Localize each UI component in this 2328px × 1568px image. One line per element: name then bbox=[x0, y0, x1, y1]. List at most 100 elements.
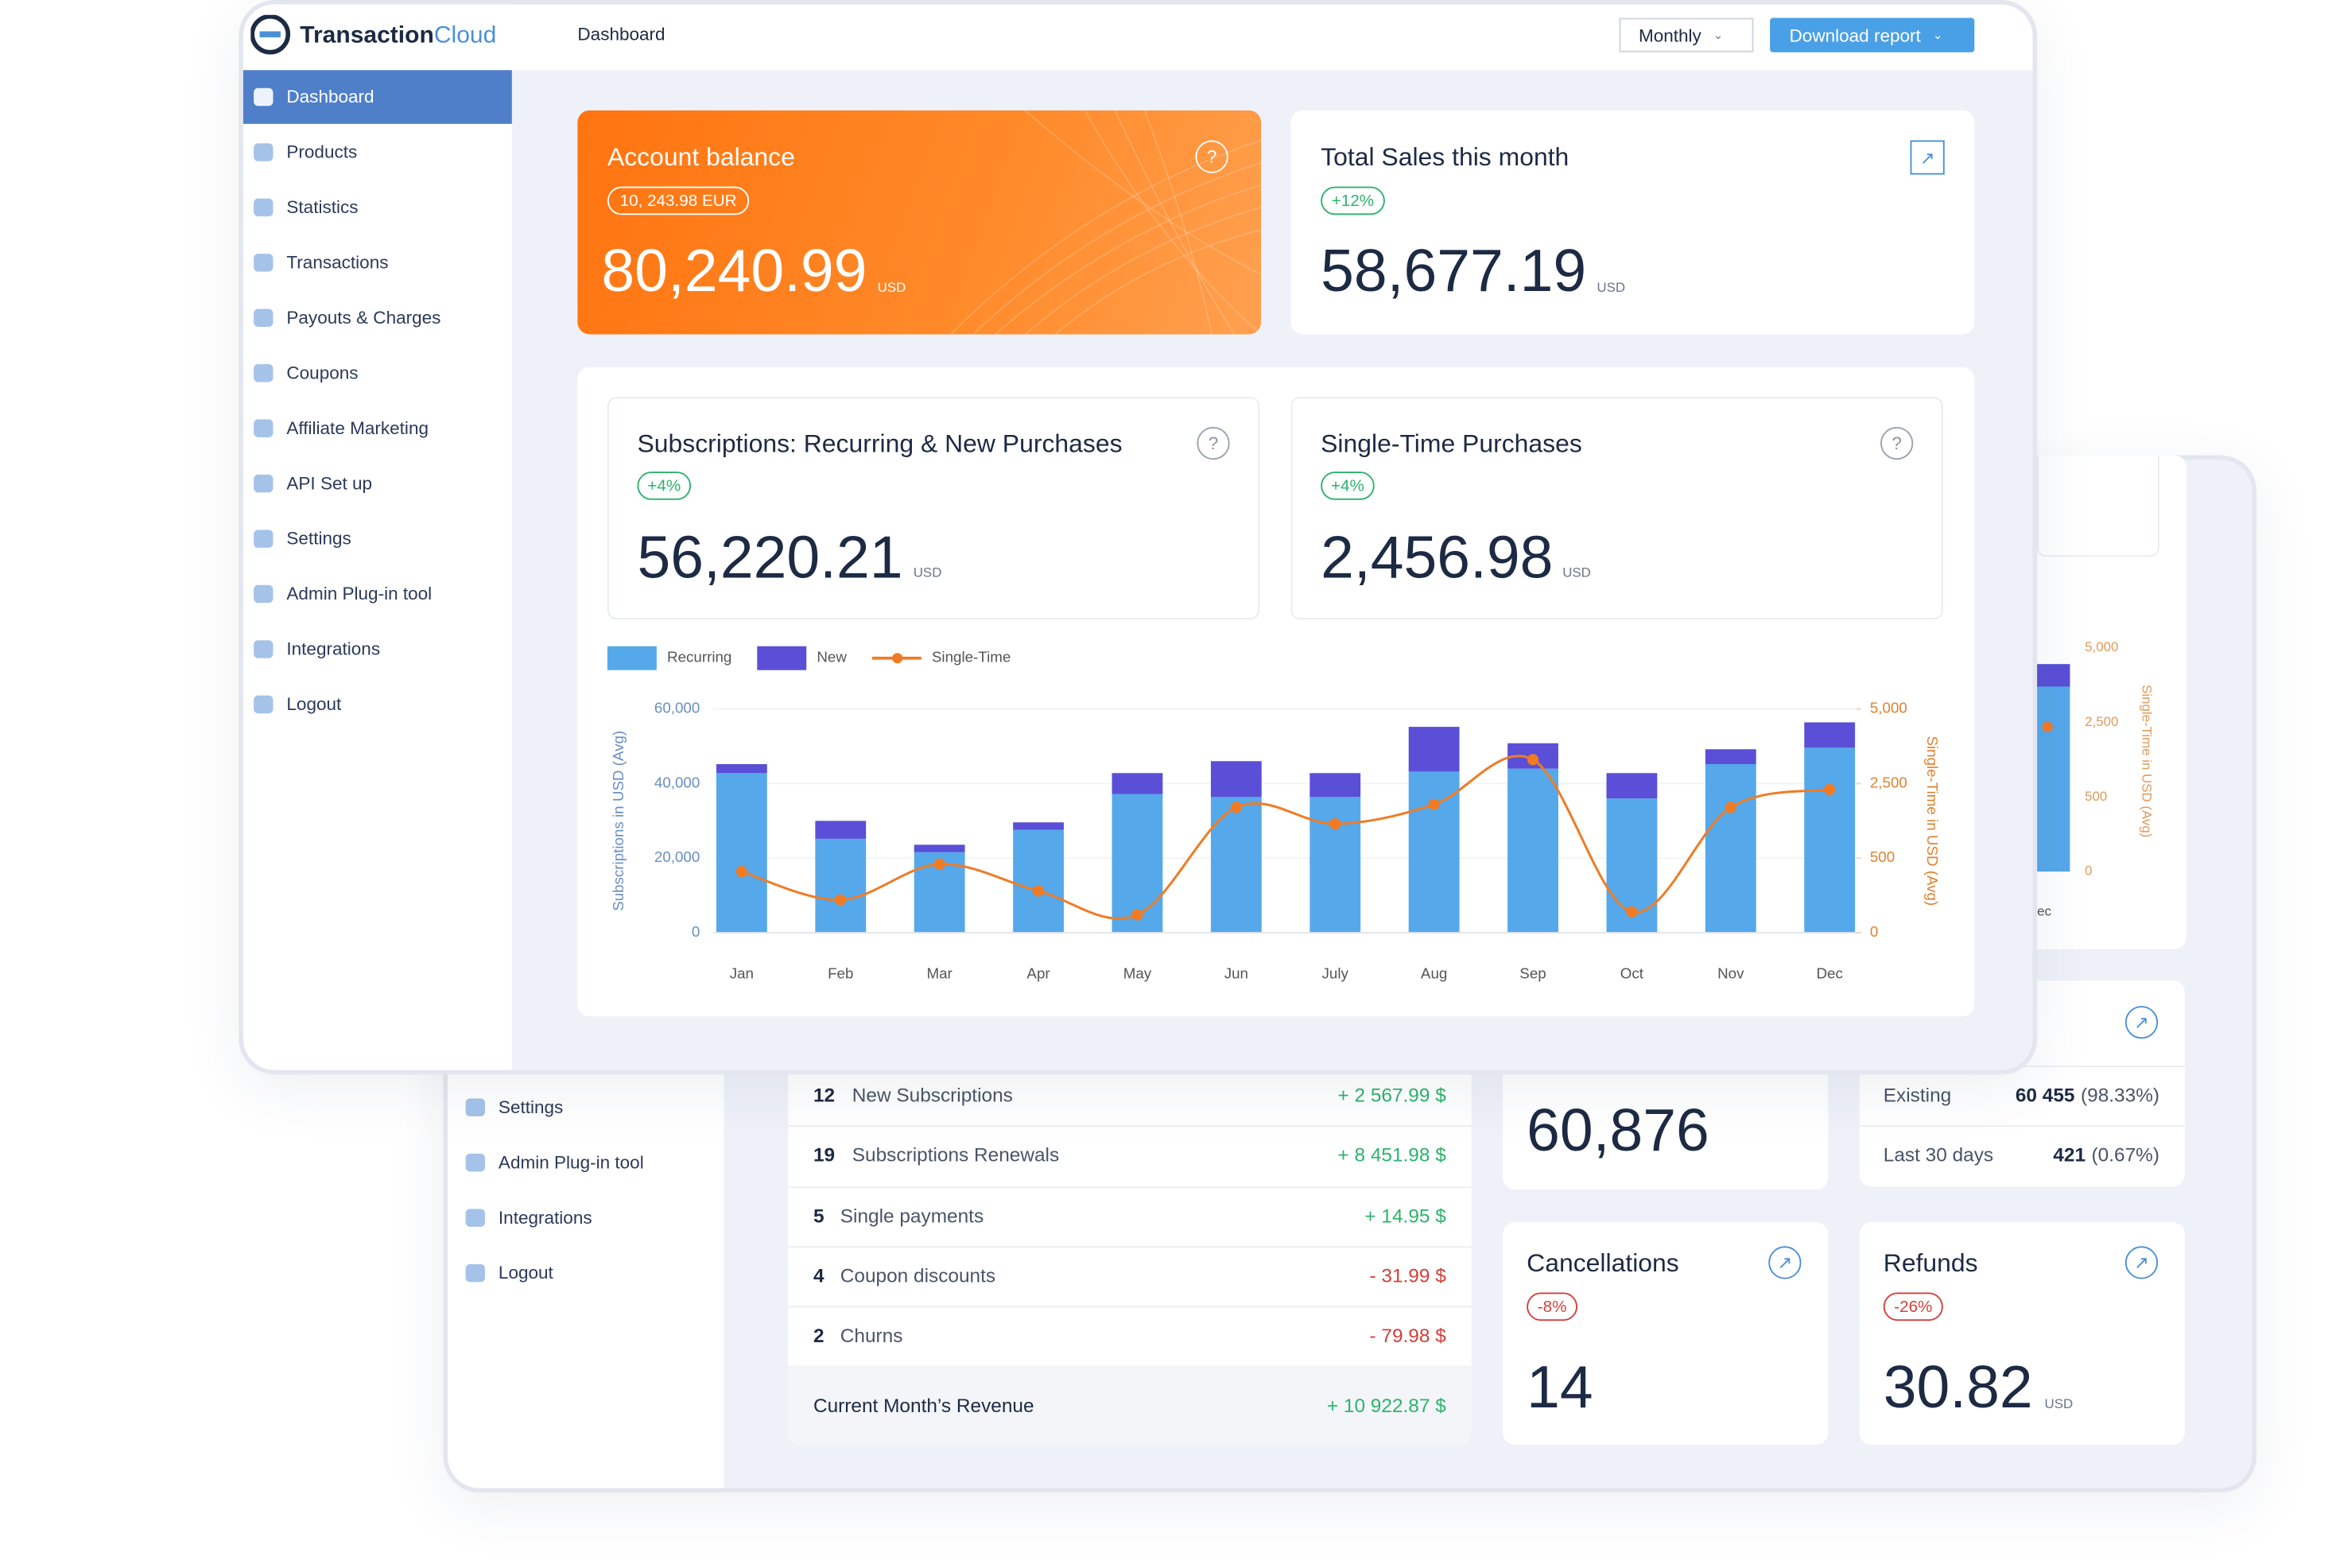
x-tick-label: Mar bbox=[926, 965, 952, 982]
bar bbox=[1804, 747, 1856, 933]
nav-item[interactable]: Payouts & Charges bbox=[286, 307, 441, 328]
line-point bbox=[933, 858, 945, 870]
nav-item[interactable]: Products bbox=[286, 141, 358, 163]
balance-card bbox=[577, 110, 1262, 335]
line-point bbox=[1725, 801, 1736, 813]
legend-label: Recurring bbox=[667, 649, 731, 666]
line-point bbox=[1626, 906, 1638, 918]
open-link[interactable]: ↗ bbox=[2124, 1246, 2159, 1279]
row-count: 60 455 bbox=[2015, 1084, 2075, 1107]
download-label: Download report bbox=[1789, 24, 1921, 46]
line-point bbox=[1230, 801, 1242, 813]
line-point bbox=[1428, 798, 1440, 810]
divider bbox=[1859, 1125, 2185, 1127]
y2-axis-title: Single-Time in USD (Avg) bbox=[1924, 735, 1941, 906]
card-value: 80,240.99 bbox=[601, 239, 867, 305]
bar bbox=[1310, 773, 1361, 798]
y-tick-label: 40,000 bbox=[654, 774, 700, 790]
nav-icon bbox=[465, 1263, 486, 1283]
nav-item[interactable]: Statistics bbox=[286, 196, 359, 218]
legend-swatch bbox=[607, 646, 657, 670]
open-link[interactable]: ↗ bbox=[1910, 140, 1945, 175]
customers-value: 60,876 bbox=[1527, 1098, 1709, 1165]
nav-item[interactable]: Dashboard bbox=[286, 86, 374, 107]
nav-icon bbox=[254, 695, 274, 714]
nav-icon bbox=[254, 584, 274, 604]
nav-icon bbox=[254, 198, 274, 217]
row-amount: - 31.99 $ bbox=[1369, 1263, 1446, 1287]
card-unit: USD bbox=[877, 280, 906, 295]
y2-tick-label: 2,500 bbox=[1870, 774, 1907, 790]
row-value: 60 455 (98.33%) bbox=[2016, 1084, 2159, 1107]
x-tick-label: Apr bbox=[1026, 965, 1050, 982]
download-button[interactable]: Download report ⌄ bbox=[1770, 17, 1975, 52]
page-title: Dashboard bbox=[577, 23, 665, 45]
row-label: Subscriptions Renewals bbox=[852, 1143, 1060, 1166]
row-count: 19 bbox=[813, 1143, 836, 1166]
line-point bbox=[1824, 783, 1836, 796]
x-tick-label: Feb bbox=[828, 965, 853, 982]
row-amount: - 79.98 $ bbox=[1369, 1324, 1446, 1347]
x-tick-label: July bbox=[1322, 965, 1349, 982]
nav-item[interactable]: Settings bbox=[286, 528, 351, 549]
nav-icon bbox=[254, 254, 274, 272]
nav-icon bbox=[465, 1153, 486, 1172]
nav-item[interactable]: Logout bbox=[286, 693, 342, 715]
y2-tick-label: 500 bbox=[1870, 848, 1895, 865]
y-tick-label: 0 bbox=[692, 923, 700, 940]
side-tick-label: 0 bbox=[2085, 864, 2092, 879]
nav-active bbox=[242, 70, 512, 124]
nav-item[interactable]: Transactions bbox=[286, 251, 389, 274]
card-title: Subscriptions: Recurring & New Purchases bbox=[637, 429, 1123, 458]
nav-icon bbox=[254, 474, 274, 493]
total-label: Current Month’s Revenue bbox=[813, 1394, 1034, 1417]
sales-card bbox=[1290, 110, 1975, 335]
bar bbox=[1804, 722, 1856, 748]
nav-item[interactable]: Coupons bbox=[286, 362, 359, 384]
total-row bbox=[788, 1365, 1472, 1445]
card-title: Cancellations bbox=[1527, 1248, 1679, 1278]
brand-first: Transaction bbox=[300, 22, 434, 49]
open-link[interactable]: ↗ bbox=[1768, 1246, 1802, 1279]
legend-marker bbox=[892, 653, 903, 664]
help-button[interactable]: ? bbox=[1195, 140, 1228, 173]
nav-icon bbox=[254, 640, 274, 658]
single-card bbox=[1290, 397, 1943, 619]
line bbox=[741, 755, 1830, 920]
period-label: Monthly bbox=[1638, 24, 1701, 46]
row-label: Churns bbox=[840, 1324, 903, 1347]
y-tick-label: 60,000 bbox=[654, 700, 700, 716]
nav-item[interactable]: API Set up bbox=[286, 472, 373, 494]
nav-item[interactable]: Admin Plug-in tool bbox=[498, 1151, 644, 1173]
revenue-card bbox=[788, 1030, 1472, 1445]
x-tick-label: Jun bbox=[1224, 965, 1248, 982]
nav-item[interactable]: Logout bbox=[498, 1262, 553, 1283]
change-badge: +4% bbox=[1321, 472, 1375, 500]
help-button[interactable]: ? bbox=[1197, 426, 1230, 460]
nav-item[interactable]: Integrations bbox=[498, 1207, 592, 1228]
divider bbox=[788, 1125, 1472, 1127]
bar bbox=[1705, 749, 1756, 765]
nav-item[interactable]: Settings bbox=[498, 1096, 564, 1118]
nav-icon bbox=[254, 143, 274, 161]
logo-icon bbox=[250, 14, 291, 55]
divider bbox=[788, 1186, 1472, 1188]
y-axis-title: Subscriptions in USD (Avg) bbox=[610, 731, 627, 911]
row-amount: + 2 567.99 $ bbox=[1337, 1084, 1446, 1107]
row-label: Existing bbox=[1883, 1084, 1952, 1107]
card-title: Account balance bbox=[607, 142, 795, 172]
nav-item[interactable]: Admin Plug-in tool bbox=[286, 583, 433, 604]
top-bar bbox=[242, 4, 2033, 71]
row-share: (0.67%) bbox=[2091, 1143, 2160, 1166]
row-count: 2 bbox=[813, 1324, 824, 1347]
side-tick-label: 5,000 bbox=[2085, 639, 2118, 654]
change-badge: -8% bbox=[1527, 1292, 1577, 1322]
side-point bbox=[2042, 721, 2053, 732]
nav-item[interactable]: Affiliate Marketing bbox=[286, 417, 429, 439]
open-link[interactable]: ↗ bbox=[2124, 1006, 2159, 1039]
row-count: 4 bbox=[813, 1263, 824, 1287]
card-unit: USD bbox=[1562, 565, 1591, 580]
period-select[interactable]: Monthly ⌄ bbox=[1619, 17, 1754, 52]
help-button[interactable]: ? bbox=[1880, 426, 1914, 460]
nav-item[interactable]: Integrations bbox=[286, 638, 381, 660]
